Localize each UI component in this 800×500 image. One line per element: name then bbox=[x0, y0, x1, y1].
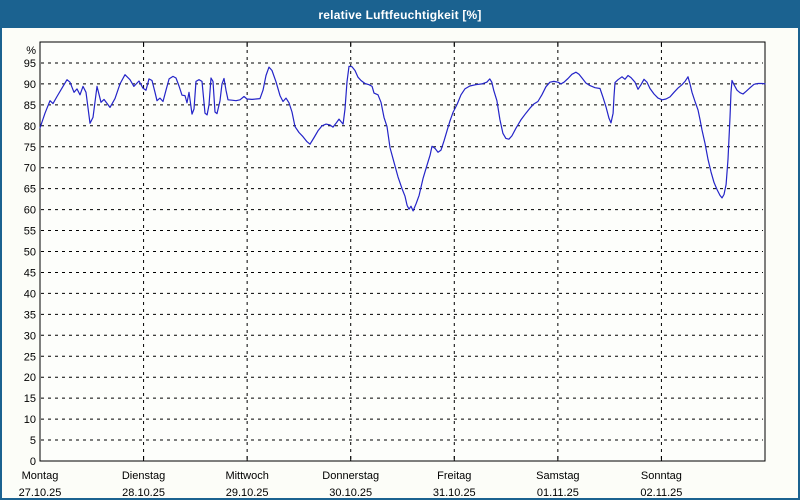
x-axis-date-label: 27.10.25 bbox=[19, 487, 62, 498]
x-axis-day-label: Samstag bbox=[536, 470, 579, 482]
y-axis-tick-label: 0 bbox=[30, 456, 36, 468]
y-axis-tick-label: 65 bbox=[24, 184, 36, 196]
y-axis-tick-label: 55 bbox=[24, 226, 36, 238]
x-axis-date-label: 02.11.25 bbox=[640, 487, 682, 498]
y-axis-tick-label: 80 bbox=[24, 121, 36, 133]
y-axis-tick-label: 15 bbox=[24, 393, 36, 405]
x-axis-day-label: Donnerstag bbox=[322, 470, 379, 482]
y-axis-tick-label: 70 bbox=[24, 163, 36, 175]
x-axis-date-label: 01.11.25 bbox=[537, 487, 579, 498]
humidity-line bbox=[39, 65, 766, 212]
chart-area: 0 5 10 15 20 25 30 35 40 45 50 55 60 65 70 75 80 85 90 95% M… bbox=[2, 28, 798, 498]
x-axis-day-label: Sonntag bbox=[641, 470, 682, 482]
x-axis-day-label: Dienstag bbox=[122, 470, 165, 482]
x-axis-date-label: 31.10.25 bbox=[433, 487, 476, 498]
x-axis-date-label: 29.10.25 bbox=[226, 487, 269, 498]
x-axis-date-label: 28.10.25 bbox=[122, 487, 165, 498]
y-axis-tick-label: 30 bbox=[24, 330, 36, 342]
y-axis-tick-label: 60 bbox=[24, 205, 36, 217]
humidity-chart: 0 5 10 15 20 25 30 35 40 45 50 55 60 65 70 75 80 85 90 95% M… bbox=[19, 41, 766, 498]
y-axis-tick-label: 75 bbox=[24, 142, 36, 154]
x-axis-date-label: 30.10.25 bbox=[329, 487, 372, 498]
y-axis-tick-label: 40 bbox=[24, 288, 36, 300]
y-axis-tick-label: 25 bbox=[24, 351, 36, 363]
x-axis-day-label: Mittwoch bbox=[225, 470, 268, 482]
y-axis-tick-label: 50 bbox=[24, 247, 36, 259]
x-axis-day-label: Montag bbox=[22, 470, 59, 482]
y-axis-tick-label: 5 bbox=[30, 435, 36, 447]
y-axis-unit-label: % bbox=[26, 45, 36, 57]
y-axis-tick-label: 90 bbox=[24, 79, 36, 91]
y-axis-tick-label: 10 bbox=[24, 414, 36, 426]
y-axis-tick-label: 85 bbox=[24, 100, 36, 112]
y-axis-tick-label: 95 bbox=[24, 58, 36, 70]
y-axis-tick-label: 20 bbox=[24, 372, 36, 384]
x-axis-day-label: Freitag bbox=[437, 470, 471, 482]
plot-border bbox=[39, 41, 766, 462]
y-axis-tick-label: 45 bbox=[24, 267, 36, 279]
y-axis-tick-label: 35 bbox=[24, 309, 36, 321]
title-bar: relative Luftfeuchtigkeit [%] bbox=[2, 2, 798, 28]
chart-title: relative Luftfeuchtigkeit [%] bbox=[318, 8, 482, 22]
